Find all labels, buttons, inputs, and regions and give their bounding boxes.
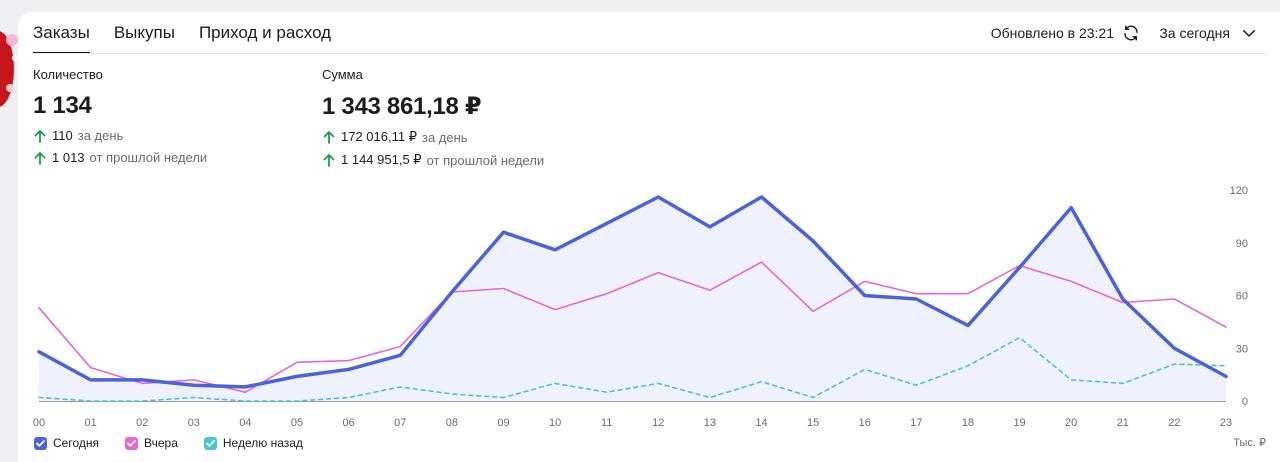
tab-bar: Заказы Выкупы Приход и расход <box>33 12 355 54</box>
legend-item-yesterday[interactable]: Вчера <box>125 436 178 450</box>
x-tick-label: 11 <box>601 417 612 429</box>
series-today-area <box>39 197 1226 401</box>
legend-item-week-ago[interactable]: Неделю назад <box>203 436 303 450</box>
x-tick-label: 02 <box>136 417 148 429</box>
refresh-icon[interactable] <box>1122 24 1140 42</box>
period-label: За сегодня <box>1159 25 1230 41</box>
metric-quantity-week-label: от прошлой недели <box>89 150 208 165</box>
arrow-up-icon <box>34 151 46 165</box>
x-tick-label: 19 <box>1013 417 1025 429</box>
updated-text: Обновлено в 23:21 <box>990 25 1114 41</box>
metric-quantity: Количество 1 134 110 за день 1 013 от пр… <box>33 67 207 165</box>
x-tick-label: 09 <box>497 417 509 429</box>
checkbox-icon <box>125 436 138 450</box>
legend-label: Сегодня <box>53 436 99 450</box>
metric-sum-value: 1 343 861,18 ₽ <box>322 93 482 120</box>
x-tick-label: 21 <box>1117 417 1129 429</box>
period-select[interactable]: За сегодня <box>1159 12 1258 54</box>
update-status: Обновлено в 23:21 <box>991 12 1140 54</box>
x-tick-label: 17 <box>910 417 922 429</box>
mascot-icon <box>0 31 18 107</box>
arrow-up-icon <box>323 131 335 144</box>
x-tick-label: 00 <box>33 417 45 429</box>
arrow-up-icon <box>323 154 335 167</box>
x-tick-label: 04 <box>239 417 251 429</box>
x-tick-label: 18 <box>962 417 974 429</box>
metric-quantity-week-value: 1 013 <box>52 150 85 165</box>
orders-chart: 0 30 60 90 120 00 01 02 03 04 05 06 07 08 09 10 11 12 13 14… <box>33 185 1248 429</box>
x-tick-label: 07 <box>394 417 406 429</box>
metric-sum: Сумма 1 343 861,18 ₽ 172 016,11 ₽ за ден… <box>322 67 544 168</box>
metric-quantity-day-value: 110 <box>52 128 73 143</box>
chart-legend: Сегодня Вчера Неделю назад <box>34 436 303 450</box>
x-tick-label: 15 <box>807 417 819 429</box>
metric-sum-week-value: 1 144 951,5 ₽ <box>341 152 422 167</box>
legend-item-today[interactable]: Сегодня <box>34 436 99 450</box>
y-tick-label: 60 <box>1236 291 1248 303</box>
metric-sum-week: 1 144 951,5 ₽ от прошлой недели <box>322 152 544 168</box>
x-tick-label: 14 <box>755 417 767 429</box>
series-week-ago-line <box>38 336 1227 402</box>
x-tick-label: 13 <box>704 417 716 429</box>
metric-sum-day-label: за день <box>421 129 468 145</box>
metric-quantity-label: Количество <box>33 67 103 82</box>
metric-quantity-day-label: за день <box>77 128 124 143</box>
x-tick-label: 22 <box>1168 417 1180 429</box>
y-tick-label: 30 <box>1236 343 1248 355</box>
y-tick-label: 0 <box>1242 396 1248 408</box>
x-tick-label: 20 <box>1065 417 1077 429</box>
legend-label: Вчера <box>144 436 178 450</box>
metric-sum-day: 172 016,11 ₽ за день <box>322 129 544 145</box>
x-tick-label: 03 <box>188 417 200 429</box>
orders-card: Заказы Выкупы Приход и расход Обновлено … <box>18 12 1280 462</box>
checkbox-icon <box>203 436 217 450</box>
metric-quantity-day: 110 за день <box>33 128 207 143</box>
series-yesterday-line <box>38 261 1227 394</box>
metric-sum-day-value: 172 016,11 ₽ <box>341 129 417 144</box>
chevron-down-icon <box>1243 30 1255 37</box>
arrow-up-icon <box>34 129 46 143</box>
x-tick-label: 10 <box>549 417 561 429</box>
x-tick-label: 01 <box>84 417 96 429</box>
x-tick-label: 12 <box>652 417 664 429</box>
metric-sum-week-label: от прошлой недели <box>426 152 545 168</box>
x-tick-label: 16 <box>859 417 871 429</box>
y-tick-label: 90 <box>1236 238 1248 250</box>
tab-buyouts[interactable]: Выкупы <box>113 23 175 42</box>
metric-quantity-value: 1 134 <box>33 92 92 119</box>
series-today-line <box>37 195 1228 389</box>
metric-quantity-week: 1 013 от прошлой недели <box>33 150 207 165</box>
checkbox-icon <box>34 436 47 450</box>
tab-divider <box>33 53 1266 54</box>
x-tick-label: 08 <box>446 417 458 429</box>
x-tick-label: 23 <box>1220 417 1232 429</box>
y-tick-label: 120 <box>1230 185 1248 197</box>
metric-sum-label: Сумма <box>322 67 363 82</box>
legend-label: Неделю назад <box>222 436 303 450</box>
tab-income-expense[interactable]: Приход и расход <box>198 23 332 42</box>
x-tick-label: 06 <box>343 417 355 429</box>
x-tick-label: 05 <box>291 417 303 429</box>
chart-units: Тыс. ₽ <box>1233 437 1266 449</box>
